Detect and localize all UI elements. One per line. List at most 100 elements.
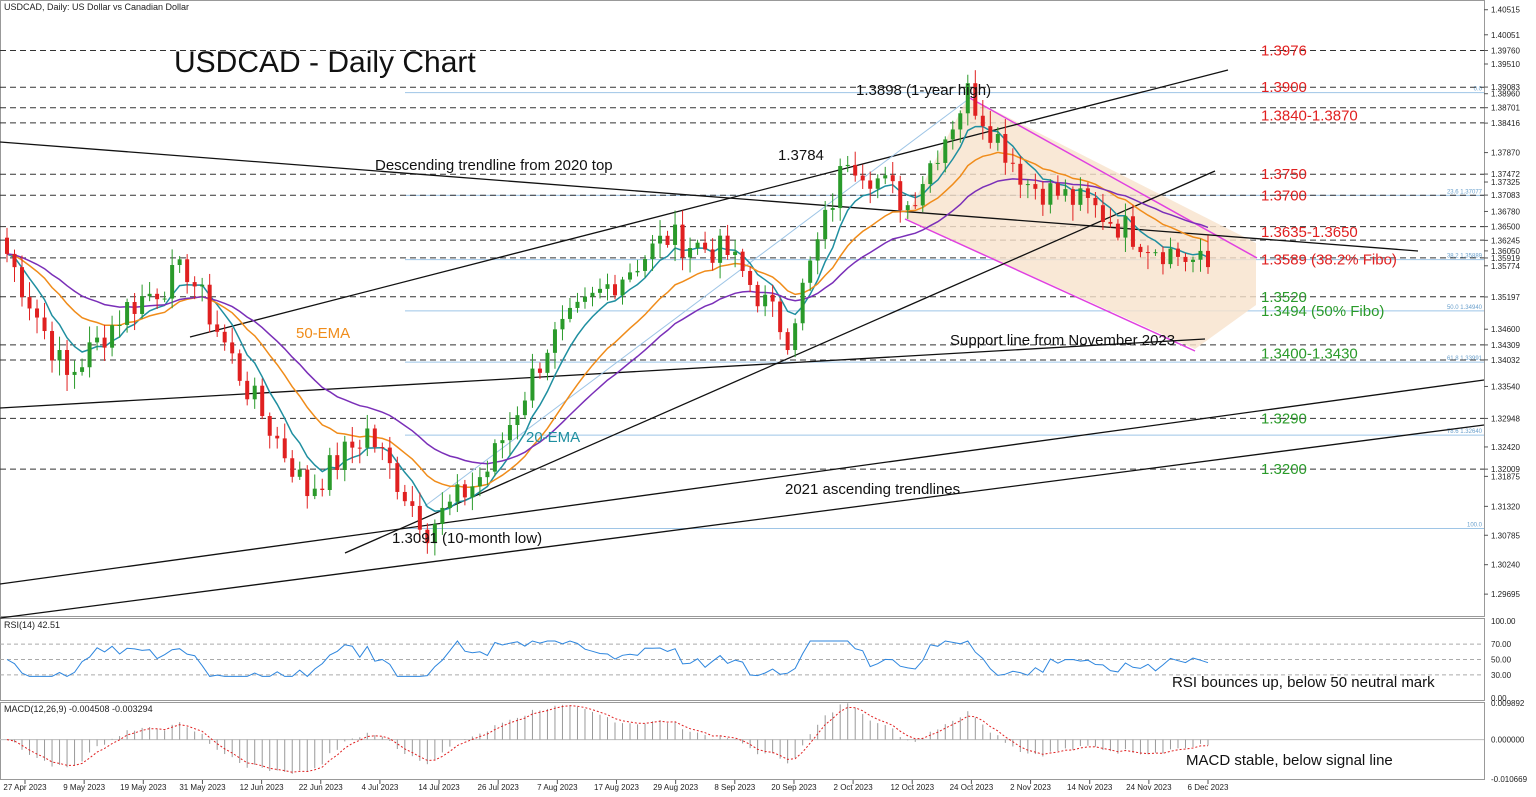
candle-body (597, 288, 602, 293)
candle-body (147, 293, 152, 297)
candle-body (763, 294, 768, 307)
annotation-low: 1.3091 (10-month low) (392, 530, 542, 547)
candle-body (537, 368, 542, 373)
candle-body (545, 352, 550, 373)
candle-body (485, 471, 490, 478)
candle-body (785, 332, 790, 351)
candle-body (980, 115, 985, 127)
y-tick-label: 1.38960 (1491, 90, 1520, 99)
key-level-label: 1.3589 (38.2% Fibo) (1261, 252, 1397, 269)
candle-body (620, 279, 625, 296)
candle-body (1108, 221, 1113, 224)
x-tick-label: 26 Jul 2023 (478, 783, 520, 792)
rsi-line (6, 640, 1209, 678)
candle-body (110, 325, 115, 348)
rsi-tick-label: 0.00 (1491, 694, 1507, 703)
x-tick-label: 7 Aug 2023 (537, 783, 578, 792)
key-level-label: 1.3750 (1261, 166, 1307, 183)
candle-body (868, 180, 873, 189)
candle-body (192, 282, 197, 287)
candle-body (102, 337, 107, 348)
y-tick-label: 1.30240 (1491, 561, 1520, 570)
x-tick-label: 22 Jun 2023 (299, 783, 344, 792)
candle-body (447, 501, 452, 508)
macd-tick-label: -0.010669 (1491, 775, 1528, 784)
y-tick-label: 1.34600 (1491, 325, 1520, 334)
candle-body (935, 162, 940, 164)
candle-body (477, 477, 482, 487)
candle-body (845, 164, 850, 167)
candle-body (1040, 188, 1045, 205)
candle-body (132, 302, 137, 314)
ema-20-line (6, 125, 1209, 512)
candle-body (1063, 189, 1068, 196)
candle-body (1190, 259, 1195, 262)
candle-body (913, 205, 918, 207)
channel-fill (905, 97, 1256, 349)
candle-body (973, 83, 978, 116)
candle-body (1025, 184, 1030, 186)
candle-body (207, 284, 212, 325)
candle-body (613, 284, 618, 296)
key-level-label: 1.3400-1.3430 (1261, 346, 1358, 363)
candle-body (372, 428, 377, 448)
candle-body (402, 491, 407, 502)
y-tick-label: 1.32948 (1491, 414, 1520, 423)
candle-body (87, 342, 92, 368)
x-tick-label: 12 Jun 2023 (240, 783, 285, 792)
asc-trendline-1 (0, 379, 1485, 585)
candle-body (1055, 183, 1060, 196)
candle-body (170, 265, 175, 299)
y-tick-label: 1.40515 (1491, 6, 1520, 15)
fib-label: 23.6 1.37077 (1447, 189, 1483, 195)
y-tick-label: 1.32420 (1491, 443, 1520, 452)
candle-body (275, 435, 280, 439)
candle-body (125, 302, 130, 325)
x-tick-label: 12 Oct 2023 (890, 783, 934, 792)
annotation-peak: 1.3784 (778, 147, 824, 164)
candle-body (875, 178, 880, 189)
candle-body (522, 400, 527, 416)
y-tick-label: 1.39083 (1491, 83, 1520, 92)
candle-body (920, 184, 925, 206)
y-tick-label: 1.37325 (1491, 178, 1520, 187)
x-tick-label: 6 Dec 2023 (1188, 783, 1229, 792)
candle-body (710, 249, 715, 263)
candle-body (1115, 223, 1120, 238)
candle-body (725, 235, 730, 256)
candle-body (658, 235, 663, 244)
candle-body (27, 297, 32, 309)
candle-body (267, 416, 272, 436)
candle-body (673, 224, 678, 245)
fib-label: 38.2 1.35889 (1447, 254, 1483, 260)
candle-body (1138, 246, 1143, 253)
candle-body (297, 469, 302, 477)
candle-body (650, 243, 655, 260)
key-level-label: 1.3290 (1261, 410, 1307, 427)
y-tick-label: 1.33540 (1491, 382, 1520, 391)
x-tick-label: 29 Aug 2023 (653, 783, 698, 792)
y-tick-label: 1.36050 (1491, 247, 1520, 256)
fib-label: 100.0 (1467, 523, 1483, 529)
candle-body (575, 301, 580, 308)
candle-body (1100, 205, 1105, 222)
candle-body (635, 270, 640, 273)
candle-body (1175, 248, 1180, 257)
fib-label: 0.0 (1474, 87, 1483, 93)
candle-body (500, 440, 505, 444)
candle-body (703, 242, 708, 250)
y-tick-label: 1.31320 (1491, 502, 1520, 511)
y-tick-label: 1.34032 (1491, 356, 1520, 365)
key-level-label: 1.3840-1.3870 (1261, 107, 1358, 124)
x-tick-label: 24 Nov 2023 (1126, 783, 1172, 792)
candle-body (748, 271, 753, 285)
candle-body (680, 224, 685, 258)
annotation-desc-trendline: Descending trendline from 2020 top (375, 157, 613, 174)
key-level-label: 1.3635-1.3650 (1261, 224, 1358, 241)
candle-body (215, 324, 220, 332)
candle-body (395, 463, 400, 492)
candle-body (305, 469, 310, 497)
candle-body (425, 529, 430, 544)
